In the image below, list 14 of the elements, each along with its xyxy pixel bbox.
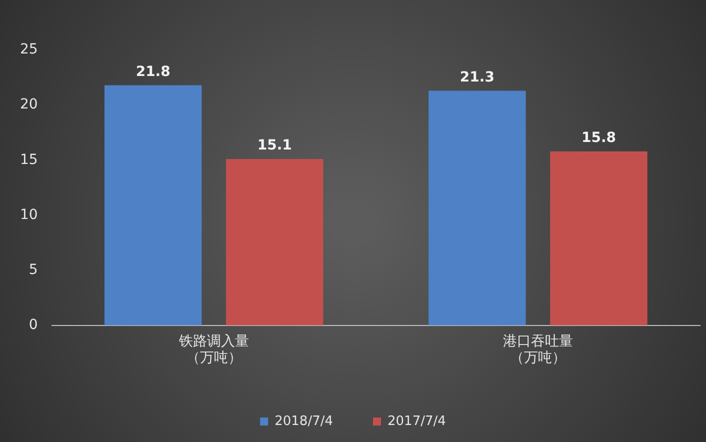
y-tick-label: 5 bbox=[28, 262, 38, 278]
x-tick-label: 铁路调入量（万吨） bbox=[178, 333, 249, 366]
data-label: 15.1 bbox=[257, 138, 292, 154]
legend-label: 2017/7/4 bbox=[388, 414, 446, 429]
y-tick-label: 10 bbox=[20, 206, 38, 223]
y-tick-label: 0 bbox=[28, 317, 38, 334]
y-tick-label: 20 bbox=[20, 96, 38, 113]
data-label: 15.8 bbox=[581, 130, 616, 146]
y-tick-label: 15 bbox=[20, 152, 38, 168]
y-tick-label: 25 bbox=[20, 42, 38, 58]
data-label: 21.3 bbox=[460, 69, 494, 86]
legend-label: 2018/7/4 bbox=[274, 414, 334, 429]
data-label: 21.8 bbox=[136, 64, 170, 80]
x-tick-label: 港口吞吐量（万吨） bbox=[502, 333, 573, 366]
